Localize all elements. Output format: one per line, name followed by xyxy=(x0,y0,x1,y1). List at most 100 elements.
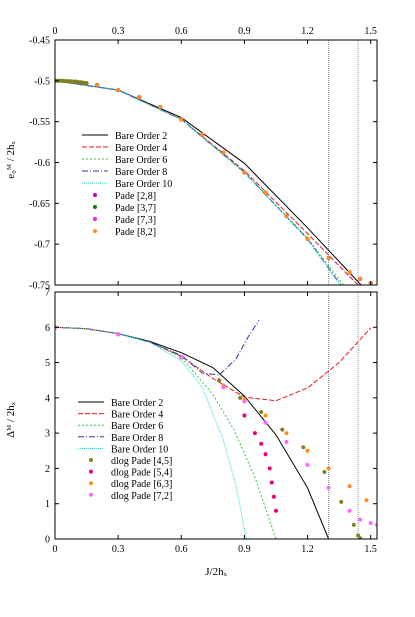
top-legend-swatch xyxy=(93,217,97,221)
bottom-legend-label: dlog Pade [4,5] xyxy=(111,456,172,467)
top-x-tick-label-top: 1.2 xyxy=(301,26,314,37)
top-legend-item: Bare Order 6 xyxy=(82,155,167,166)
bottom-series-7-point xyxy=(242,413,247,418)
top-series-9-point xyxy=(179,117,184,122)
top-series-9-point xyxy=(263,190,268,195)
bottom-series-3-line xyxy=(55,326,277,539)
top-legend-label: Bare Order 8 xyxy=(115,167,167,178)
top-series-9-point xyxy=(116,88,121,93)
top-y-tick-label: -0.45 xyxy=(29,36,50,47)
bottom-x-axis-label: J/2hₓ xyxy=(205,566,227,578)
bottom-panel: 0 0.3 0.6 0.9 1.2 1.5 0 1 2 3 4 5 6 7 Δᴹ / 2hₓ J/2hₓ… xyxy=(5,288,378,578)
bottom-series-8-point xyxy=(284,431,289,436)
bottom-series-9-point xyxy=(305,462,310,467)
bottom-series-6-point xyxy=(339,499,344,504)
bottom-x-tick-label: 0.3 xyxy=(112,544,125,555)
bottom-legend-label: Bare Order 6 xyxy=(111,421,163,432)
bottom-x-tick-label: 0 xyxy=(53,544,58,555)
top-legend-item: Pade [3,7] xyxy=(93,203,156,214)
bottom-series-9-point xyxy=(358,517,363,522)
top-series-4-line xyxy=(55,80,342,285)
bottom-series-9-point xyxy=(242,399,247,404)
bottom-series-6-point xyxy=(356,533,361,538)
bottom-y-tick-label: 4 xyxy=(45,393,50,404)
bottom-series-8-point xyxy=(347,484,352,489)
bottom-series-5-line xyxy=(55,326,247,539)
top-legend-label: Pade [2,8] xyxy=(115,191,156,202)
bottom-series-group xyxy=(55,292,377,539)
bottom-series-7-point xyxy=(274,508,278,513)
bottom-series-7-point xyxy=(259,441,264,446)
top-series-9-point xyxy=(284,214,289,218)
bottom-legend-label: Bare Order 2 xyxy=(111,398,163,409)
top-legend-item: Pade [7,3] xyxy=(93,215,156,226)
bottom-series-9-point xyxy=(179,355,184,360)
top-legend-item: Pade [8,2] xyxy=(93,227,156,238)
bottom-series-8-point xyxy=(364,498,369,503)
bottom-y-tick-label: 6 xyxy=(45,323,50,334)
top-series-3-line xyxy=(55,80,344,285)
top-legend-label: Pade [7,3] xyxy=(115,215,156,226)
top-series-9-point xyxy=(221,150,226,155)
bottom-legend-label: Bare Order 8 xyxy=(111,433,163,444)
bottom-series-9-point xyxy=(284,440,289,444)
top-legend-label: Bare Order 6 xyxy=(115,155,167,166)
top-series-9-point xyxy=(242,170,247,175)
top-y-tick-label: -0.5 xyxy=(34,76,50,87)
bottom-y-tick-label: 3 xyxy=(45,429,50,440)
bottom-series-9-point xyxy=(347,508,352,513)
top-legend-item: Pade [2,8] xyxy=(93,191,156,202)
bottom-legend-item: dlog Pade [4,5] xyxy=(89,456,172,467)
top-series-5-line xyxy=(55,80,341,285)
bottom-series-6-point xyxy=(217,378,222,383)
top-series-9-point xyxy=(347,270,352,275)
bottom-y-tick-label: 0 xyxy=(45,535,50,546)
bottom-series-6-point xyxy=(322,470,327,474)
bottom-legend-item: Bare Order 6 xyxy=(78,421,163,432)
bottom-series-2-line xyxy=(55,326,372,402)
bottom-series-7-point xyxy=(263,452,268,457)
bottom-series-9-point xyxy=(116,332,121,337)
bottom-series-6-point xyxy=(238,395,243,400)
bottom-legend-label: dlog Pade [6,3] xyxy=(111,479,172,490)
top-y-tick-label: -0.65 xyxy=(29,199,50,210)
top-series-9-point xyxy=(158,105,163,109)
bottom-legend-item: Bare Order 2 xyxy=(78,398,163,409)
top-panel: 0 0.3 0.6 0.9 1.2 1.5 -0.45 -0.5 -0.55 -0.6 -0.65… xyxy=(5,26,378,292)
bottom-legend-item: dlog Pade [7,2] xyxy=(89,491,172,502)
bottom-x-tick-label: 0.9 xyxy=(238,544,251,555)
top-y-axis-label: e₀ᴹ / 2hₓ xyxy=(5,140,17,178)
top-y-tick-label: -0.55 xyxy=(29,117,50,128)
top-series-9-point xyxy=(326,255,331,260)
bottom-legend-label: dlog Pade [7,2] xyxy=(111,491,172,502)
top-legend-swatch xyxy=(93,193,97,197)
bottom-y-axis-label: Δᴹ / 2hₓ xyxy=(5,401,17,438)
bottom-legend-item: dlog Pade [5,4] xyxy=(89,468,172,479)
bottom-series-9-point xyxy=(263,420,268,425)
bottom-series-4-line xyxy=(55,319,260,376)
bottom-legend-swatch xyxy=(89,458,93,462)
top-series-9-point xyxy=(305,236,310,241)
top-x-tick-label-top: 0 xyxy=(53,26,58,37)
bottom-legend-swatch xyxy=(89,492,93,497)
bottom-series-6-point xyxy=(358,536,363,539)
bottom-series-9-point xyxy=(326,485,331,490)
top-y-tick-label: -0.7 xyxy=(34,240,50,251)
bottom-plot-content xyxy=(55,292,377,539)
bottom-y-tick-label: 2 xyxy=(45,464,50,475)
bottom-series-6-point xyxy=(280,427,285,432)
top-plot-content xyxy=(55,40,373,285)
top-series-10-point xyxy=(84,81,89,86)
top-x-ticks: 0 0.3 0.6 0.9 1.2 1.5 xyxy=(53,26,377,285)
bottom-y-tick-label: 5 xyxy=(45,358,50,369)
top-legend-swatch xyxy=(93,205,97,209)
bottom-legend-label: Bare Order 4 xyxy=(111,410,163,421)
top-legend-item: Bare Order 2 xyxy=(82,131,167,142)
bottom-series-8-point xyxy=(263,413,268,418)
bottom-series-6-point xyxy=(351,522,356,527)
bottom-plot-frame xyxy=(54,291,378,540)
top-y-ticks: -0.45 -0.5 -0.55 -0.6 -0.65 -0.7 -0.75 xyxy=(29,36,377,292)
